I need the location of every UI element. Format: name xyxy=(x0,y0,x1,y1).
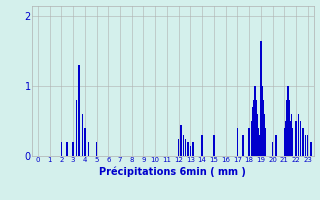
Bar xyxy=(72,142,74,156)
Bar xyxy=(96,142,97,156)
Bar xyxy=(178,139,180,156)
Bar xyxy=(284,128,285,156)
X-axis label: Précipitations 6min ( mm ): Précipitations 6min ( mm ) xyxy=(100,166,246,177)
Bar xyxy=(76,100,77,156)
Bar xyxy=(78,65,80,156)
Bar xyxy=(185,139,187,156)
Bar xyxy=(257,114,258,156)
Bar xyxy=(302,128,304,156)
Bar xyxy=(243,135,244,156)
Bar xyxy=(236,128,238,156)
Bar xyxy=(253,100,254,156)
Bar xyxy=(248,128,250,156)
Bar xyxy=(259,135,260,156)
Bar xyxy=(264,114,265,156)
Bar xyxy=(261,86,263,156)
Bar xyxy=(305,135,306,156)
Bar xyxy=(251,121,252,156)
Bar xyxy=(190,146,191,156)
Bar xyxy=(254,86,256,156)
Bar xyxy=(258,128,259,156)
Bar xyxy=(287,86,289,156)
Bar xyxy=(310,142,312,156)
Bar xyxy=(183,135,184,156)
Bar xyxy=(288,100,290,156)
Bar xyxy=(180,125,182,156)
Bar xyxy=(286,100,287,156)
Bar xyxy=(295,121,297,156)
Bar xyxy=(255,100,257,156)
Bar xyxy=(291,114,292,156)
Bar xyxy=(298,114,299,156)
Bar xyxy=(187,142,189,156)
Bar xyxy=(60,142,62,156)
Bar xyxy=(300,121,301,156)
Bar xyxy=(262,100,264,156)
Bar xyxy=(307,135,308,156)
Bar xyxy=(260,41,261,156)
Bar xyxy=(252,107,253,156)
Bar xyxy=(192,142,194,156)
Bar xyxy=(285,121,286,156)
Bar xyxy=(82,114,83,156)
Bar xyxy=(265,128,266,156)
Bar xyxy=(88,142,89,156)
Bar xyxy=(292,128,293,156)
Bar xyxy=(201,135,203,156)
Bar xyxy=(272,142,273,156)
Bar xyxy=(289,121,291,156)
Bar xyxy=(67,142,68,156)
Bar xyxy=(275,135,277,156)
Bar xyxy=(213,135,215,156)
Bar xyxy=(84,128,85,156)
